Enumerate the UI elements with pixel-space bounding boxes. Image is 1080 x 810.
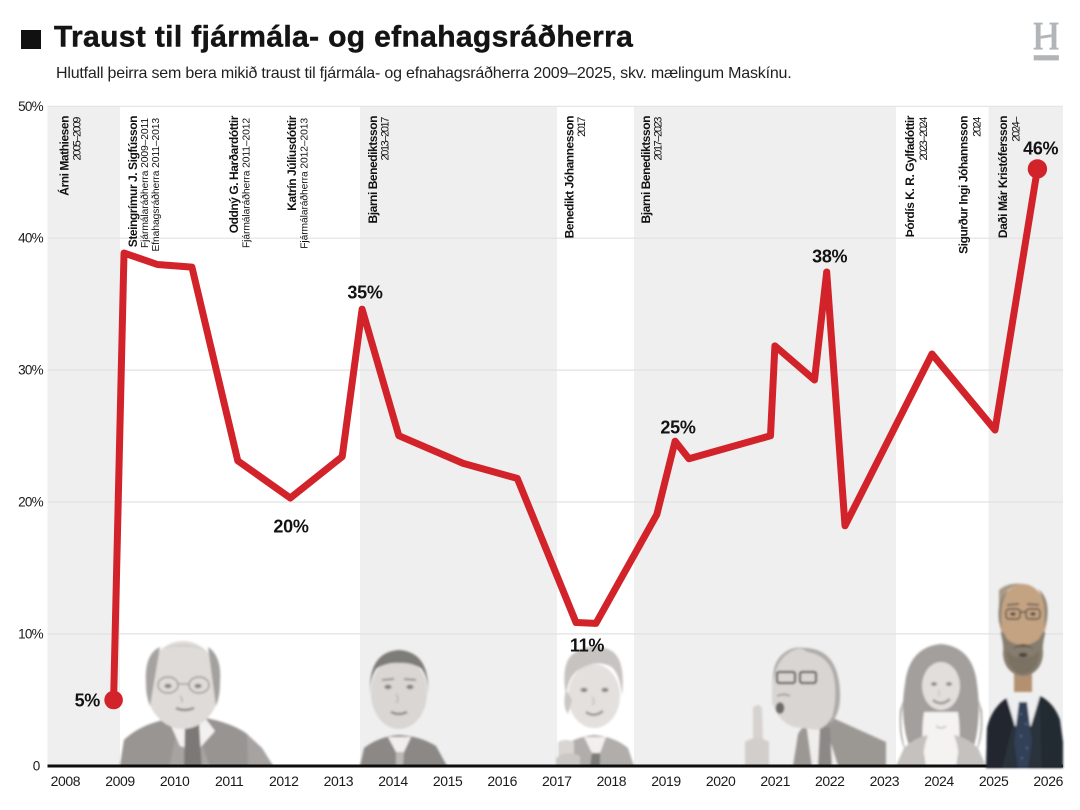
svg-text:Daði Már Kristófersson: Daði Már Kristófersson (996, 116, 1010, 238)
svg-text:2025: 2025 (979, 773, 1009, 789)
svg-text:40%: 40% (18, 231, 43, 246)
svg-text:2012: 2012 (269, 773, 299, 789)
svg-text:Bjarni Benediktsson: Bjarni Benediktsson (366, 116, 380, 224)
svg-text:Fjármálaráðherra 2012–2013: Fjármálaráðherra 2012–2013 (299, 118, 311, 249)
svg-text:35%: 35% (347, 283, 382, 303)
svg-text:Þórdís K. R. Gylfadóttir: Þórdís K. R. Gylfadóttir (903, 115, 917, 237)
svg-text:Fjármálaráðherra 2011–2012: Fjármálaráðherra 2011–2012 (241, 118, 253, 248)
svg-text:Hlutfall þeirra sem bera mikið: Hlutfall þeirra sem bera mikið traust ti… (56, 65, 792, 82)
svg-text:2005–2009: 2005–2009 (72, 117, 84, 161)
svg-text:0: 0 (33, 758, 40, 773)
svg-text:2020: 2020 (706, 773, 736, 789)
svg-text:10%: 10% (18, 626, 43, 641)
svg-text:2017: 2017 (542, 773, 572, 789)
svg-text:30%: 30% (18, 363, 43, 378)
svg-text:Árni Mathiesen: Árni Mathiesen (57, 116, 72, 196)
svg-text:Fjármálaráðherra 2009–2011: Fjármálaráðherra 2009–2011 (139, 118, 151, 248)
svg-text:5%: 5% (75, 691, 101, 711)
svg-text:2008: 2008 (51, 773, 81, 789)
svg-text:50%: 50% (18, 99, 43, 114)
svg-text:Steingrímur J. Sigfússon: Steingrímur J. Sigfússon (126, 116, 140, 247)
svg-text:2023–2024: 2023–2024 (918, 117, 930, 161)
svg-text:2023: 2023 (870, 773, 900, 789)
svg-text:2017: 2017 (576, 117, 588, 137)
svg-text:2015: 2015 (433, 773, 463, 789)
svg-text:Katrín Júlíusdóttir: Katrín Júlíusdóttir (285, 115, 299, 211)
svg-text:Efnahagsráðherra 2011–2013: Efnahagsráðherra 2011–2013 (150, 118, 162, 252)
svg-text:20%: 20% (273, 517, 308, 537)
svg-text:2022: 2022 (815, 773, 845, 789)
svg-text:2024: 2024 (924, 773, 954, 789)
svg-text:2013–2017: 2013–2017 (380, 117, 392, 161)
svg-text:2009: 2009 (105, 773, 135, 789)
svg-text:2026: 2026 (1033, 773, 1063, 789)
svg-text:2010: 2010 (160, 773, 190, 789)
svg-text:Sigurður Ingi Jóhannsson: Sigurður Ingi Jóhannsson (957, 116, 971, 254)
svg-text:2024: 2024 (972, 117, 984, 137)
svg-text:2014: 2014 (378, 773, 408, 789)
svg-text:Traust til fjármála- og efnaha: Traust til fjármála- og efnahagsráðherra (54, 21, 633, 54)
svg-text:2019: 2019 (651, 773, 681, 789)
svg-text:Benedikt Jóhannesson: Benedikt Jóhannesson (563, 116, 577, 238)
svg-text:2011: 2011 (215, 773, 244, 789)
svg-text:Oddný G. Harðardóttir: Oddný G. Harðardóttir (227, 115, 241, 233)
svg-text:25%: 25% (660, 418, 695, 438)
svg-text:2021: 2021 (760, 773, 790, 789)
svg-text:46%: 46% (1023, 139, 1058, 159)
svg-text:11%: 11% (570, 636, 604, 656)
svg-text:2016: 2016 (487, 773, 517, 789)
svg-text:Bjarni Benediktsson: Bjarni Benediktsson (639, 116, 653, 224)
svg-text:20%: 20% (18, 495, 43, 510)
svg-text:2013: 2013 (324, 773, 354, 789)
svg-text:2017–2023: 2017–2023 (652, 117, 664, 161)
svg-text:2024–: 2024– (1011, 116, 1023, 142)
svg-text:38%: 38% (812, 247, 847, 267)
svg-text:2018: 2018 (597, 773, 627, 789)
